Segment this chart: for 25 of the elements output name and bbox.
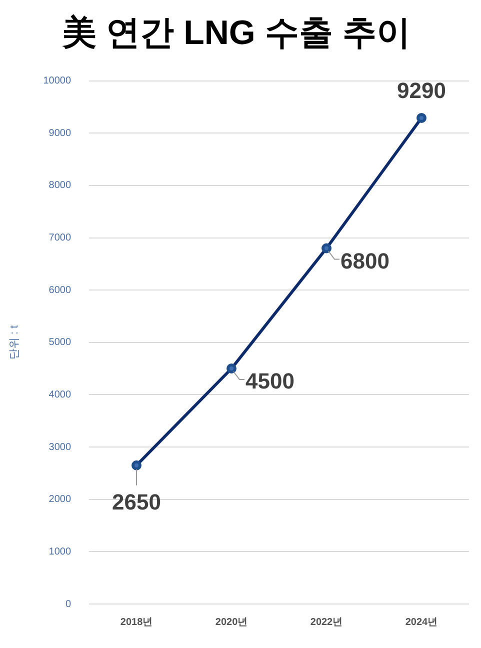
y-tick-label: 0 <box>65 598 72 610</box>
y-tick-label: 8000 <box>48 180 72 192</box>
x-tick-label: 2020년 <box>215 616 248 628</box>
point <box>226 364 237 374</box>
data-label: 6800 <box>340 248 390 274</box>
y-axis-title: 단위 : t <box>8 325 21 360</box>
y-tick-label: 5000 <box>48 337 72 348</box>
y-tick-label: 6000 <box>48 284 72 296</box>
x-tick-label: 2018년 <box>120 616 153 628</box>
y-tick-label: 10000 <box>43 76 72 87</box>
x-tick-label: 2024년 <box>405 616 438 628</box>
data-label: 9290 <box>397 78 446 104</box>
chart-title: 美 연간 LNG 수출 추이 <box>62 14 410 52</box>
y-tick-label: 2000 <box>48 494 72 506</box>
x-tick-label: 2022년 <box>310 616 343 628</box>
y-tick-label: 7000 <box>48 232 72 244</box>
data-label: 2650 <box>112 489 161 514</box>
point <box>416 112 426 123</box>
point <box>132 460 142 470</box>
y-tick-label: 9000 <box>48 128 72 139</box>
y-tick-label: 4000 <box>48 389 72 400</box>
data-label: 4500 <box>246 368 294 394</box>
y-tick-label: 1000 <box>48 546 72 558</box>
point <box>322 243 332 254</box>
y-tick-label: 3000 <box>48 442 72 453</box>
